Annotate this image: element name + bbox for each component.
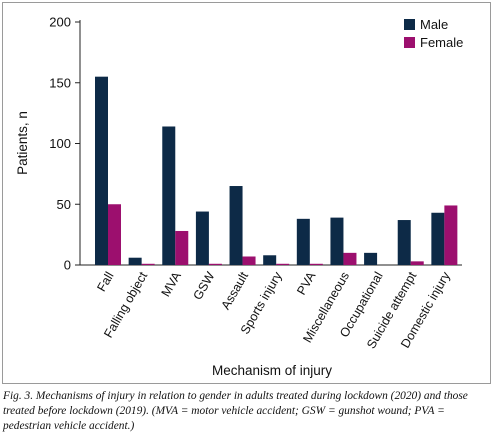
bar-male	[195, 211, 209, 265]
bar-female	[444, 205, 458, 265]
y-tick-label: 100	[49, 136, 71, 151]
legend: Male Female	[404, 17, 463, 50]
bar-male	[229, 186, 243, 265]
bar-female	[208, 263, 222, 265]
bar-male	[95, 76, 108, 265]
legend-swatch-male	[404, 19, 415, 30]
bar-female	[276, 263, 290, 265]
y-tick-label: 50	[57, 197, 71, 212]
y-tick-label: 200	[49, 15, 71, 30]
x-tick-label: Fall	[94, 270, 116, 294]
y-axis: 0 50 100 150 200	[49, 15, 81, 273]
x-axis-title: Mechanism of injury	[212, 363, 332, 378]
bar-male	[330, 217, 344, 265]
bar-female	[141, 263, 155, 265]
legend-label-male: Male	[420, 17, 448, 32]
bar-male	[364, 252, 378, 265]
bar-female	[242, 256, 256, 265]
bar-male	[162, 126, 176, 266]
bar-male	[296, 218, 310, 265]
y-tick-label: 150	[49, 75, 71, 90]
bar-female	[309, 263, 323, 265]
bar-female	[343, 252, 357, 265]
x-tick-label: GSW	[190, 269, 217, 302]
x-tick-label: PVA	[294, 269, 318, 297]
legend-swatch-female	[404, 37, 415, 48]
bar-female	[175, 230, 189, 265]
x-tick-label: Assault	[219, 269, 252, 312]
bar-male	[263, 255, 277, 265]
figure-frame	[2, 2, 491, 384]
figure-caption: Fig. 3. Mechanisms of injury in relation…	[3, 390, 468, 432]
x-tick-label: MVA	[159, 269, 185, 299]
bar-female	[108, 204, 121, 265]
y-tick-label: 0	[64, 258, 71, 273]
bar-male	[397, 220, 411, 265]
legend-label-female: Female	[420, 35, 463, 50]
bars	[95, 76, 458, 266]
bar-male	[128, 257, 142, 265]
y-axis-title: Patients, n	[15, 111, 30, 175]
bar-male	[431, 212, 445, 265]
bar-female	[410, 261, 424, 265]
